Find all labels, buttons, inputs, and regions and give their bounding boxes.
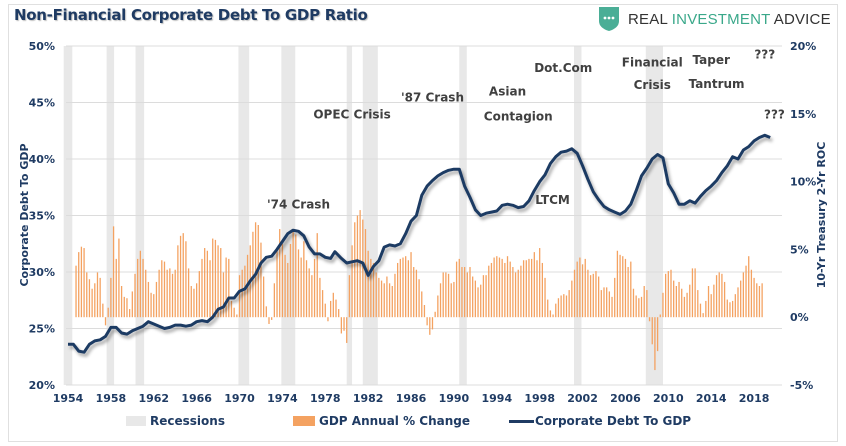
x-tick-label: 1962 [138, 392, 169, 405]
y-left-tick-label: 25% [29, 323, 55, 336]
debt-line-group [68, 133, 771, 354]
annotation-label: ??? [754, 47, 775, 61]
shield-icon [599, 7, 619, 31]
x-tick-label: 1954 [53, 392, 84, 405]
x-tick-label: 2006 [610, 392, 641, 405]
x-tick-label: 1994 [481, 392, 512, 405]
y-right-tick-label: 15% [790, 108, 816, 121]
x-tick-label: 2014 [696, 392, 727, 405]
y-left-tick-label: 20% [29, 379, 55, 392]
annotation-label: '87 Crash [401, 90, 464, 104]
x-tick-label: 1998 [524, 392, 555, 405]
chart-frame [8, 4, 838, 442]
y-left-tick-label: 50% [29, 40, 55, 53]
legend-label-gdp: GDP Annual % Change [319, 414, 471, 428]
x-tick-label: 1958 [96, 392, 127, 405]
y-right-tick-label: 0% [790, 311, 809, 324]
annotations: '74 Crash OPEC Crisis '87 Crash Asian Contag… [267, 47, 785, 211]
chart-title: Non-Financial Corporate Debt To GDP Rati… [14, 6, 368, 24]
annotation-label: OPEC Crisis [313, 107, 390, 121]
annotation-label: Crisis [634, 78, 671, 92]
y-left-tick-label: 35% [29, 210, 55, 223]
x-tick-label: 2018 [739, 392, 770, 405]
legend: Recessions GDP Annual % Change Corporate… [0, 414, 846, 434]
x-tick-label: 2002 [567, 392, 598, 405]
brand-name: REAL INVESTMENT ADVICE [628, 10, 831, 28]
brand-logo: REAL INVESTMENT ADVICE [598, 6, 831, 32]
x-tick-label: 1974 [267, 392, 298, 405]
annotation-label: ??? [764, 107, 785, 121]
legend-swatch-gdp [293, 416, 315, 426]
y-left-tick-label: 30% [29, 266, 55, 279]
legend-debt: Corporate Debt To GDP [509, 414, 691, 428]
axes: 1954 1958 1962 1966 1970 1974 1978 1982 1986 1990… [18, 40, 828, 405]
x-tick-label: 1970 [224, 392, 255, 405]
annotation-label: Tantrum [689, 77, 745, 91]
y-right-axis-title: 10-Yr Treasury 2-Yr ROC [815, 142, 828, 289]
annotation-label: Taper [693, 53, 730, 67]
annotation-label: Contagion [484, 110, 553, 124]
x-tick-label: 1986 [396, 392, 427, 405]
legend-label-debt: Corporate Debt To GDP [535, 414, 692, 428]
x-tick-label: 2010 [653, 392, 684, 405]
x-tick-label: 1982 [353, 392, 384, 405]
legend-gdp: GDP Annual % Change [293, 414, 470, 428]
legend-label-recessions: Recessions [150, 414, 225, 428]
x-tick-label: 1966 [181, 392, 212, 405]
annotation-label: '74 Crash [267, 198, 330, 212]
y-right-tick-label: 20% [790, 40, 816, 53]
x-tick-label: 1978 [310, 392, 341, 405]
annotation-label: Financial [622, 55, 683, 69]
y-left-axis-title: Corporate Debt To GDP [18, 143, 31, 286]
y-left-tick-label: 40% [29, 153, 55, 166]
annotation-label: LTCM [535, 193, 570, 207]
legend-swatch-recessions [126, 416, 146, 426]
annotation-label: Asian [489, 85, 526, 99]
annotation-label: Dot.Com [534, 61, 592, 75]
y-right-tick-label: 10% [790, 176, 816, 189]
y-right-tick-label: 5% [790, 243, 809, 256]
y-right-tick-label: -5% [790, 379, 813, 392]
legend-recessions: Recessions [126, 414, 225, 428]
debt-line [68, 133, 771, 354]
x-tick-label: 1990 [439, 392, 470, 405]
legend-swatch-debt [509, 419, 534, 423]
gdp-bars [75, 210, 763, 371]
y-left-tick-label: 45% [29, 97, 55, 110]
